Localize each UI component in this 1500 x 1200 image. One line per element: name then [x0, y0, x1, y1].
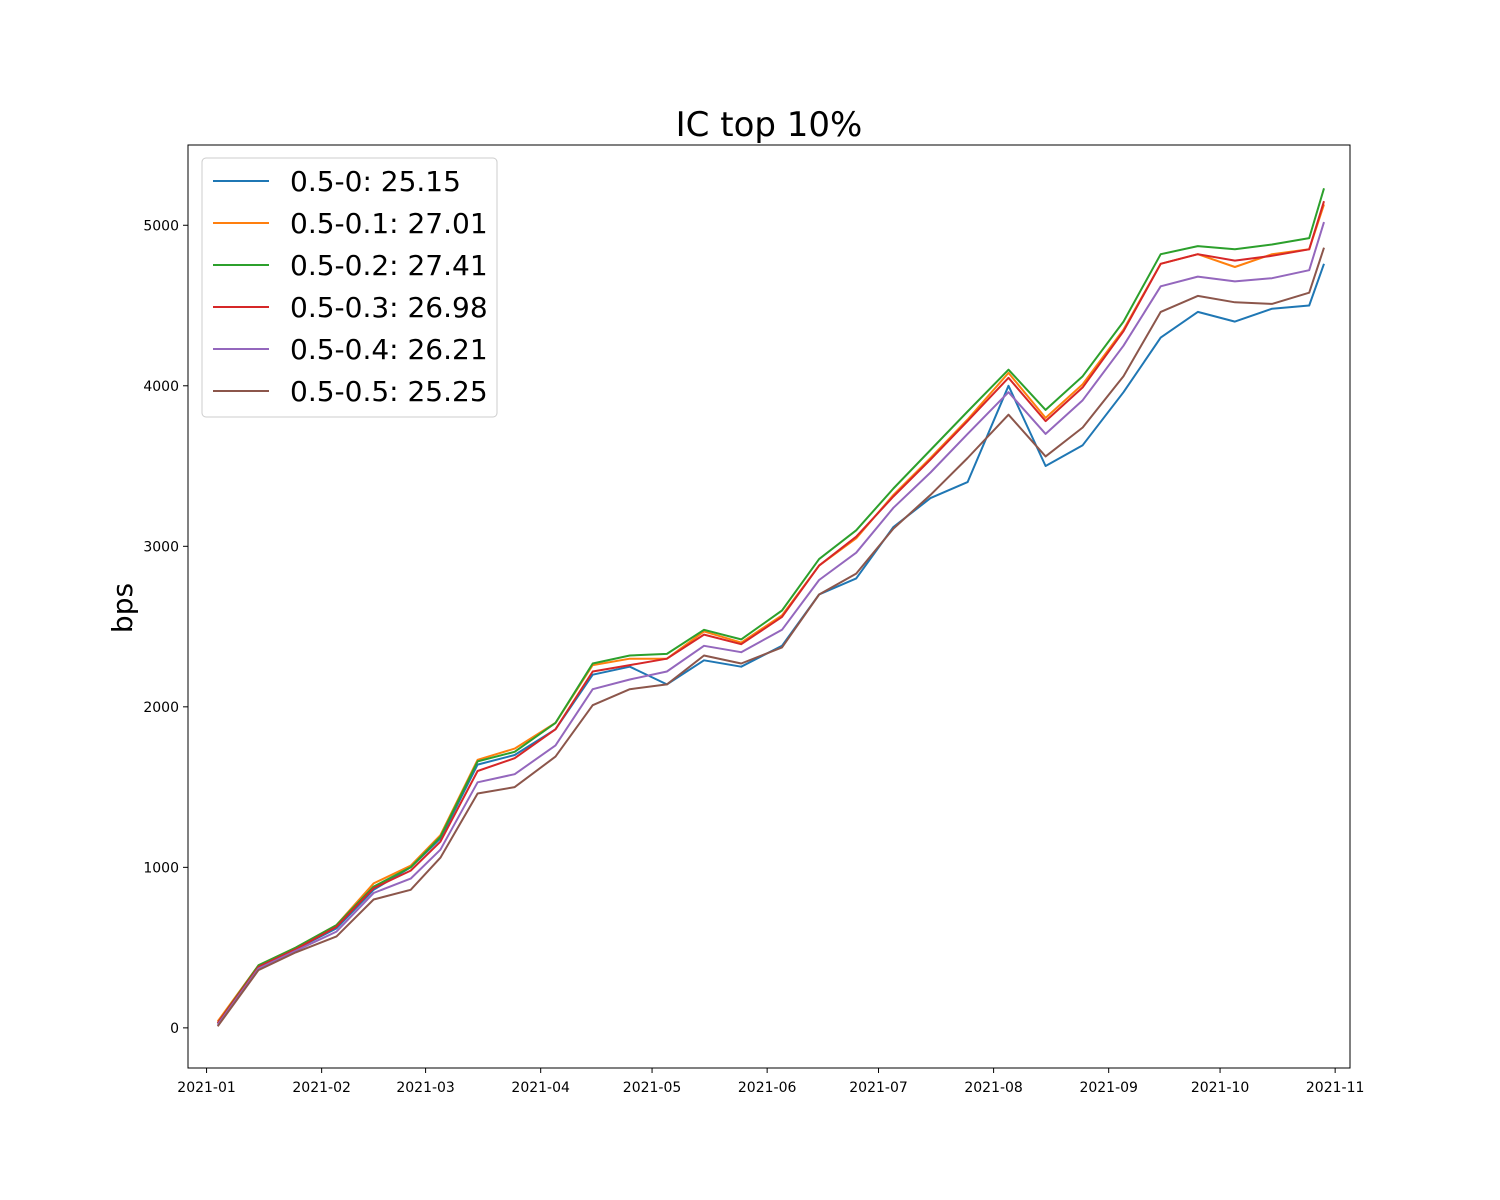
x-tick-label: 2021-08 — [964, 1080, 1023, 1096]
x-tick-label: 2021-02 — [292, 1080, 351, 1096]
legend-label: 0.5-0.4: 26.21 — [290, 333, 488, 366]
y-tick-label: 5000 — [143, 218, 179, 234]
legend-label: 0.5-0: 25.15 — [290, 165, 461, 198]
series-line-4 — [216, 221, 1325, 1026]
series-line-5 — [216, 247, 1325, 1027]
series-line-2 — [216, 188, 1325, 1024]
x-tick-label: 2021-07 — [849, 1080, 908, 1096]
plot-area — [216, 188, 1325, 1027]
x-tick-label: 2021-04 — [511, 1080, 570, 1096]
x-tick-label: 2021-09 — [1079, 1080, 1138, 1096]
y-tick-label: 3000 — [143, 539, 179, 555]
y-tick-label: 0 — [170, 1021, 179, 1037]
legend-label: 0.5-0.2: 27.41 — [290, 249, 488, 282]
legend-label: 0.5-0.1: 27.01 — [290, 207, 488, 240]
legend-label: 0.5-0.3: 26.98 — [290, 291, 488, 324]
series-line-3 — [216, 200, 1325, 1024]
legend: 0.5-0: 25.15 0.5-0.1: 27.01 0.5-0.2: 27.41… — [201, 157, 498, 418]
legend-label: 0.5-0.5: 25.25 — [290, 375, 488, 408]
y-axis: 0 1000 2000 3000 4000 5000 — [143, 218, 188, 1037]
y-tick-label: 1000 — [143, 860, 179, 876]
x-tick-label: 2021-01 — [177, 1080, 236, 1096]
x-axis: 2021-01 2021-02 2021-03 2021-04 2021-05 2021-… — [177, 1068, 1364, 1096]
x-tick-label: 2021-11 — [1306, 1080, 1365, 1096]
legend-box — [201, 157, 498, 418]
chart-title: IC top 10% — [676, 105, 863, 145]
x-tick-label: 2021-10 — [1191, 1080, 1250, 1096]
x-tick-label: 2021-03 — [396, 1080, 455, 1096]
axes-frame — [187, 144, 1351, 1069]
x-tick-label: 2021-05 — [623, 1080, 682, 1096]
y-tick-label: 2000 — [143, 700, 179, 716]
x-tick-label: 2021-06 — [738, 1080, 797, 1096]
y-axis-label: bps — [106, 583, 139, 633]
y-tick-label: 4000 — [143, 379, 179, 395]
